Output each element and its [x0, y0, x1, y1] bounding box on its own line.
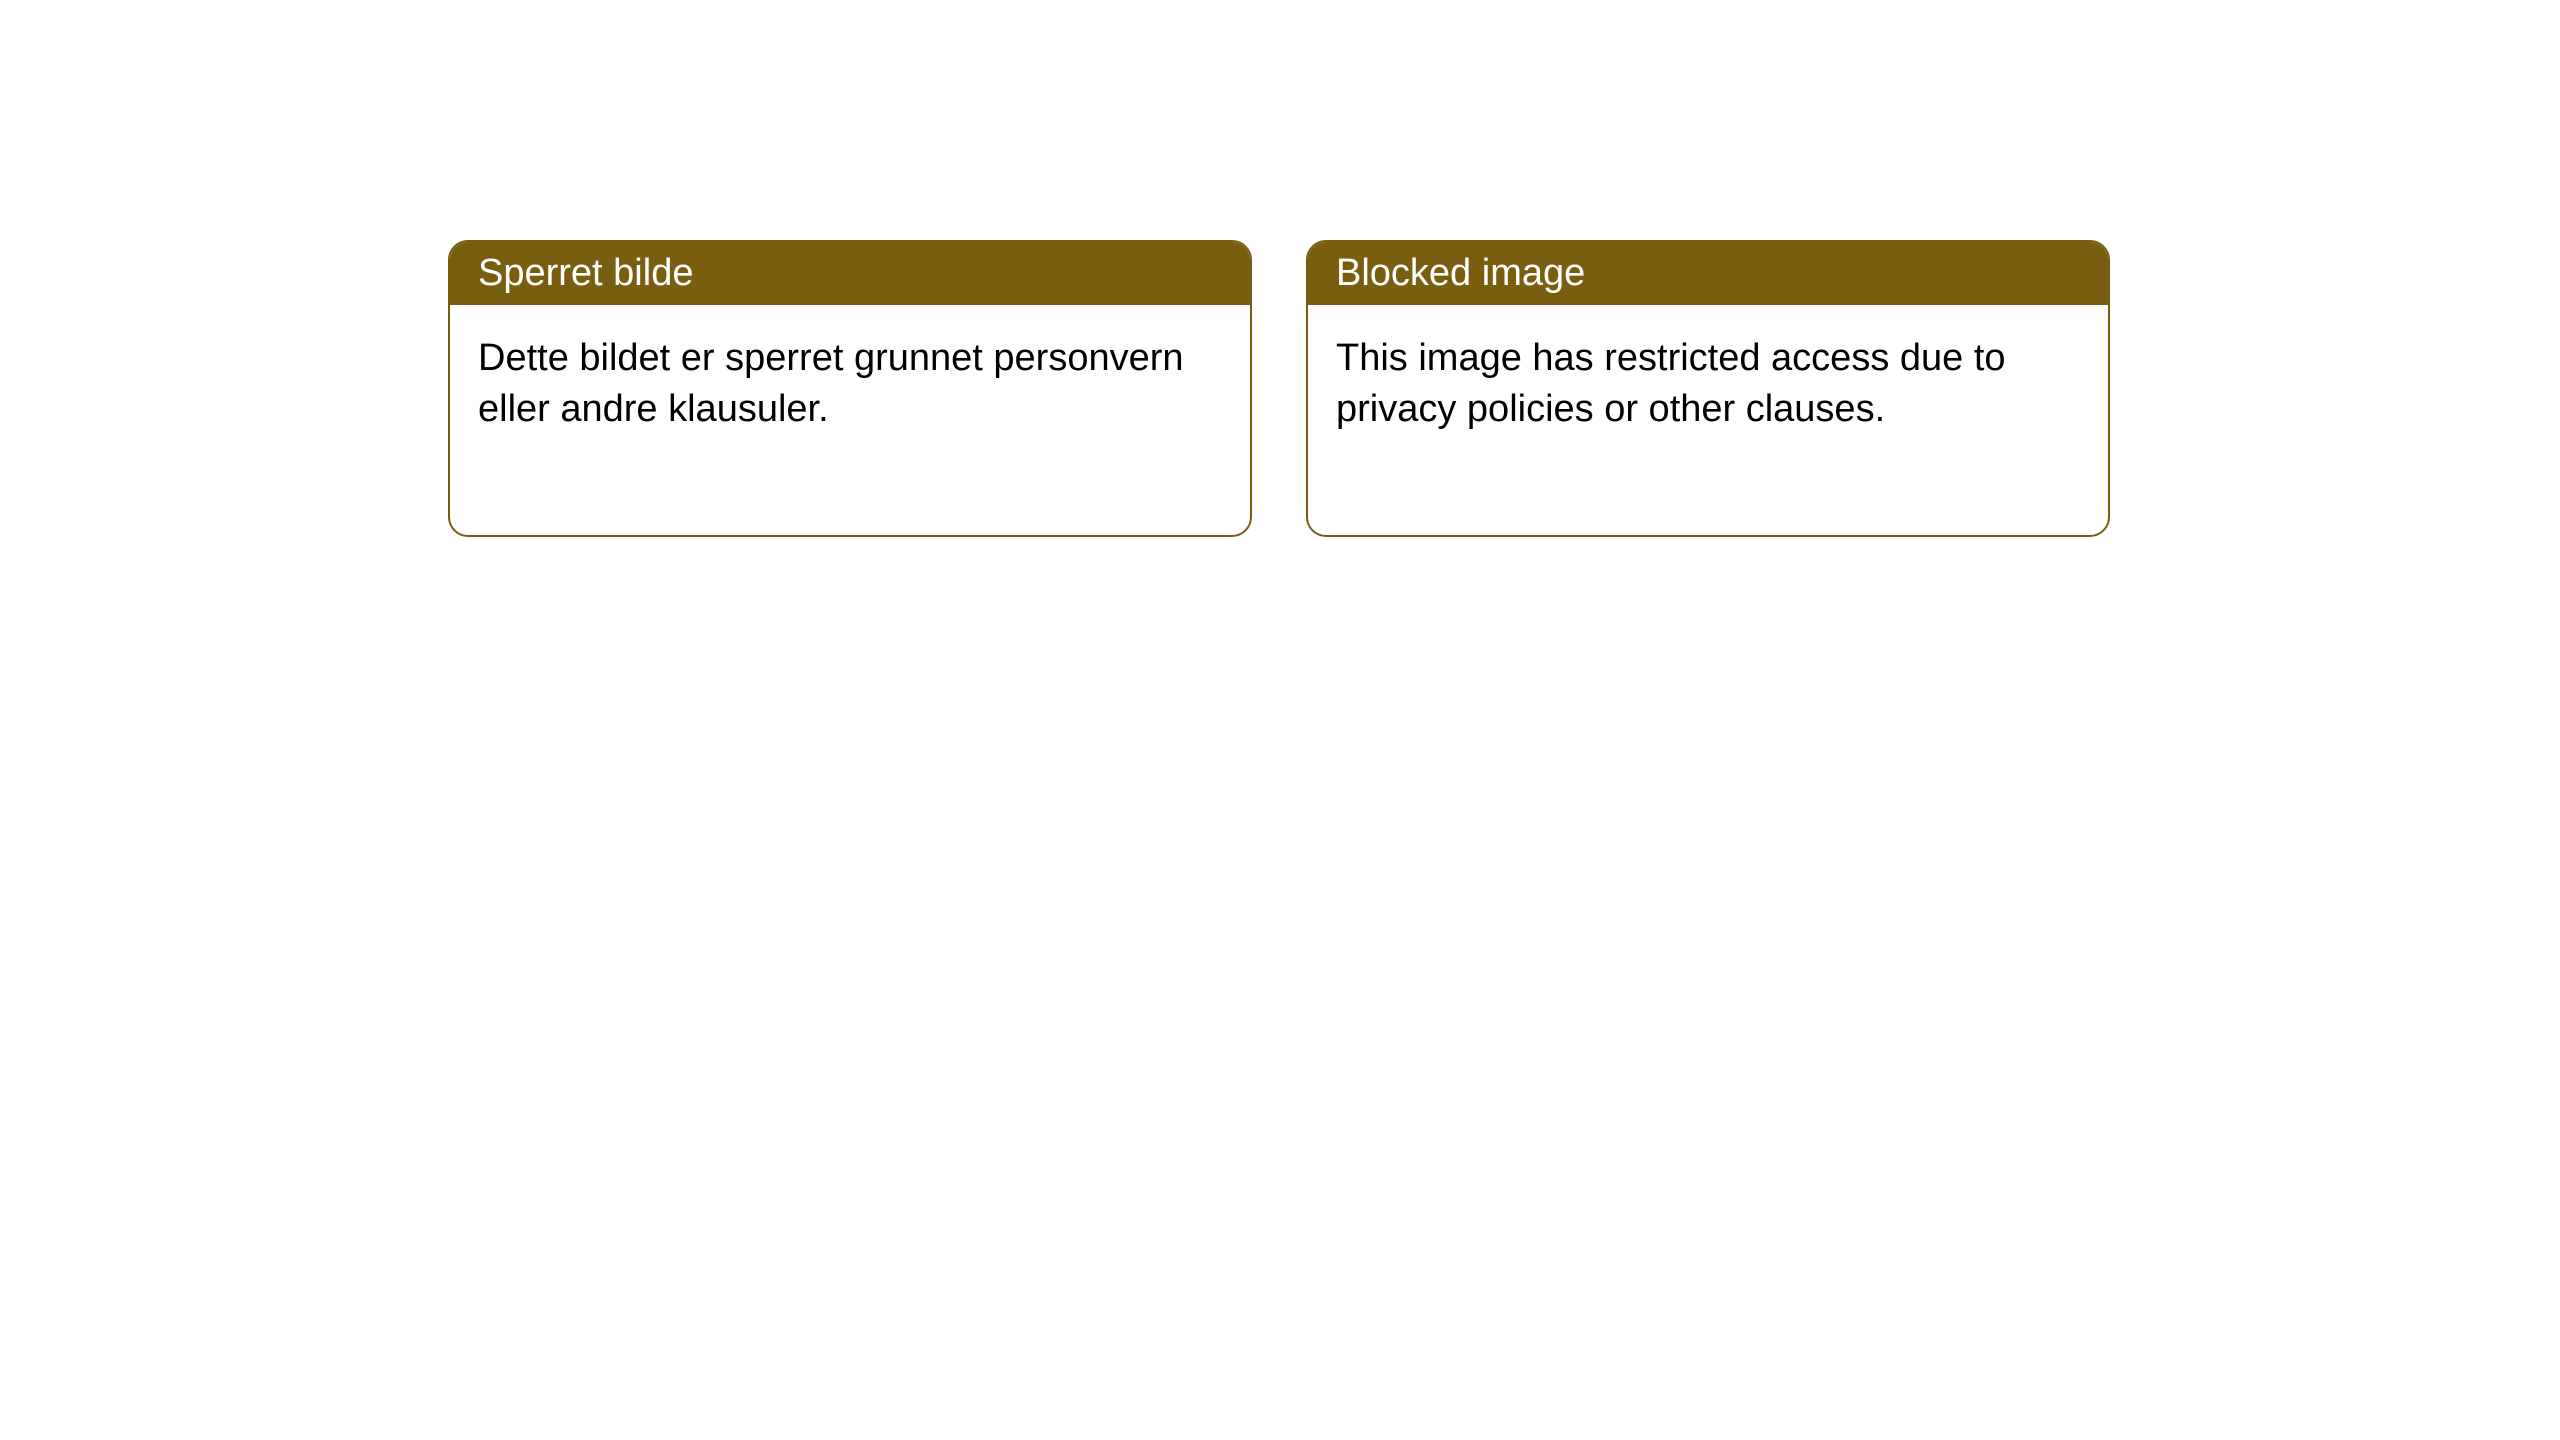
notice-cards-container: Sperret bilde Dette bildet er sperret gr…: [448, 240, 2110, 537]
card-body: Dette bildet er sperret grunnet personve…: [450, 305, 1250, 535]
card-title: Blocked image: [1336, 252, 1585, 294]
card-header: Sperret bilde: [450, 242, 1250, 305]
card-body-text: Dette bildet er sperret grunnet personve…: [478, 333, 1222, 436]
card-body: This image has restricted access due to …: [1308, 305, 2108, 535]
card-body-text: This image has restricted access due to …: [1336, 333, 2080, 436]
card-title: Sperret bilde: [478, 252, 693, 294]
notice-card-english: Blocked image This image has restricted …: [1306, 240, 2110, 537]
card-header: Blocked image: [1308, 242, 2108, 305]
notice-card-norwegian: Sperret bilde Dette bildet er sperret gr…: [448, 240, 1252, 537]
